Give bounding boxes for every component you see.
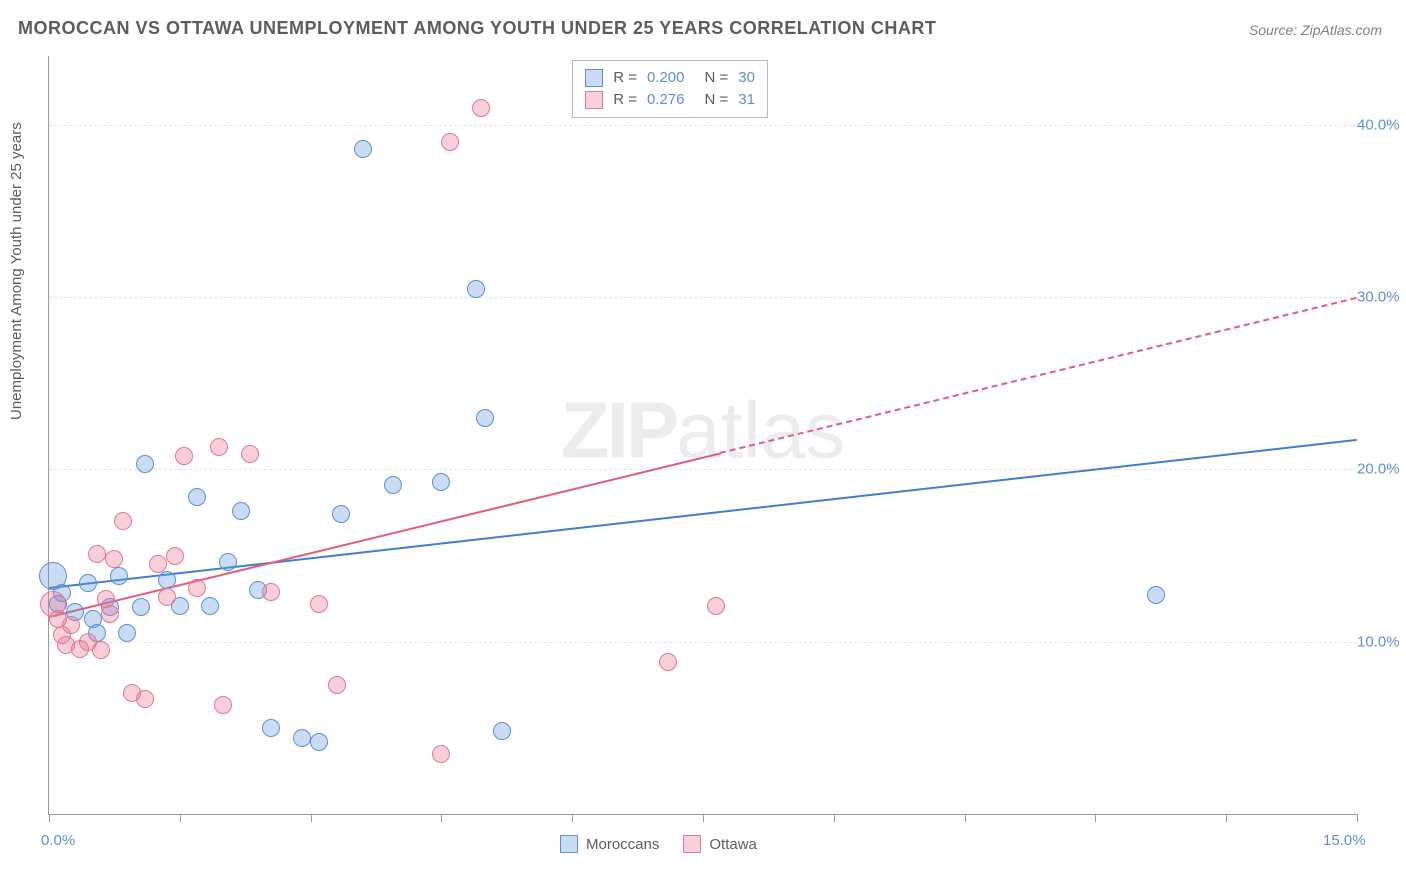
data-point [88,545,106,563]
x-tick [1095,814,1096,822]
data-point [476,409,494,427]
data-point [432,745,450,763]
y-tick-label: 30.0% [1357,289,1406,306]
data-point [118,624,136,642]
x-tick-label: 15.0% [1323,832,1366,849]
legend-n-value: 31 [738,89,755,111]
data-point [136,455,154,473]
data-point [241,445,259,463]
x-tick [49,814,50,822]
trend-line [720,297,1357,454]
legend-swatch [683,835,701,853]
data-point [293,729,311,747]
data-point [105,550,123,568]
legend-item: Ottawa [683,835,757,853]
data-point [493,722,511,740]
x-tick [180,814,181,822]
y-axis-label: Unemployment Among Youth under 25 years [8,122,25,420]
data-point [158,571,176,589]
data-point [354,140,372,158]
legend-r-label: R = [613,89,637,111]
data-point [110,567,128,585]
data-point [92,641,110,659]
data-point [201,597,219,615]
data-point [328,676,346,694]
legend-correlation: R = 0.200 N = 30 R = 0.276 N = 31 [572,60,768,118]
data-point [472,99,490,117]
data-point [149,555,167,573]
watermark: ZIPatlas [561,384,845,476]
legend-swatch [585,69,603,87]
y-tick-label: 10.0% [1357,633,1406,650]
legend-r-value: 0.276 [647,89,685,111]
legend-r-value: 0.200 [647,67,685,89]
x-tick [1226,814,1227,822]
data-point [332,505,350,523]
x-tick [1357,814,1358,822]
legend-swatch [585,91,603,109]
data-point [310,733,328,751]
data-point [262,583,280,601]
x-tick [311,814,312,822]
data-point [432,473,450,491]
data-point [175,447,193,465]
data-point [659,653,677,671]
legend-bottom: Moroccans Ottawa [560,835,757,853]
source-label: Source: ZipAtlas.com [1249,22,1382,38]
y-tick-label: 40.0% [1357,116,1406,133]
data-point [262,719,280,737]
legend-swatch [560,835,578,853]
data-point [310,595,328,613]
data-point [210,438,228,456]
legend-label: Moroccans [586,836,659,853]
chart-title: MOROCCAN VS OTTAWA UNEMPLOYMENT AMONG YO… [18,18,936,39]
legend-r-label: R = [613,67,637,89]
data-point [132,598,150,616]
x-tick [703,814,704,822]
gridline [49,642,1357,643]
data-point [114,512,132,530]
data-point [158,588,176,606]
data-point [232,502,250,520]
data-point [136,690,154,708]
plot-area: ZIPatlas 10.0%20.0%30.0%40.0%0.0%15.0%R … [48,56,1357,815]
data-point [707,597,725,615]
legend-n-label: N = [705,89,729,111]
data-point [188,488,206,506]
gridline [49,125,1357,126]
data-point [1147,586,1165,604]
trend-line [49,452,721,618]
legend-row: R = 0.276 N = 31 [585,89,755,111]
x-tick [441,814,442,822]
y-tick-label: 20.0% [1357,461,1406,478]
chart-container: MOROCCAN VS OTTAWA UNEMPLOYMENT AMONG YO… [0,0,1406,892]
data-point [214,696,232,714]
x-tick [572,814,573,822]
legend-item: Moroccans [560,835,659,853]
legend-label: Ottawa [709,836,757,853]
x-tick-label: 0.0% [41,832,75,849]
data-point [219,553,237,571]
data-point [188,579,206,597]
x-tick [834,814,835,822]
data-point [384,476,402,494]
legend-n-label: N = [705,67,729,89]
legend-n-value: 30 [738,67,755,89]
data-point [467,280,485,298]
data-point [79,574,97,592]
x-tick [965,814,966,822]
gridline [49,469,1357,470]
data-point [166,547,184,565]
data-point [62,616,80,634]
data-point [441,133,459,151]
data-point [101,605,119,623]
gridline [49,297,1357,298]
legend-row: R = 0.200 N = 30 [585,67,755,89]
